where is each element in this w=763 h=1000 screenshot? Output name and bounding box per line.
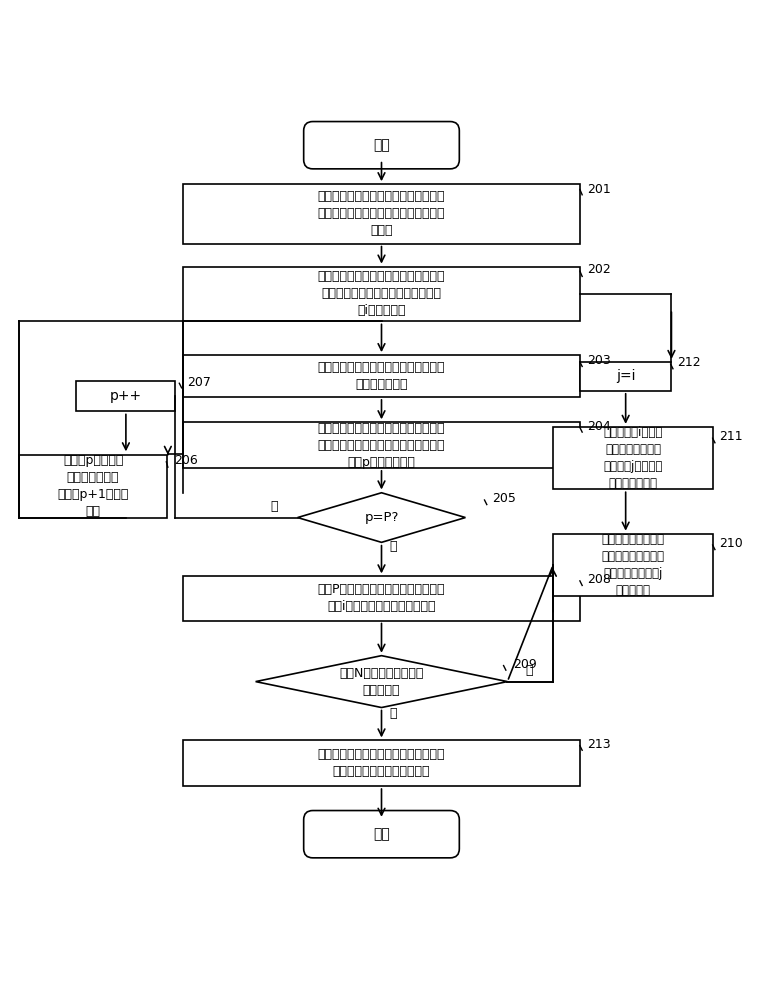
Text: 结束: 结束 xyxy=(373,827,390,841)
Text: 212: 212 xyxy=(677,356,700,369)
Bar xyxy=(183,267,580,321)
Text: 从所述训练样本集中选取已标定面部特
征点且未进行训练的训练样本，作为
第i个训练样本: 从所述训练样本集中选取已标定面部特 征点且未进行训练的训练样本，作为 第i个训练… xyxy=(317,270,446,317)
Text: 将所获得的最后一个训练样本对应的回
归模型作为所述人脸对齐模型: 将所获得的最后一个训练样本对应的回 归模型作为所述人脸对齐模型 xyxy=(317,748,446,778)
Text: 208: 208 xyxy=(588,573,611,586)
Text: p=P?: p=P? xyxy=(364,511,399,524)
Text: 利用所述特征映射函数，采用对应的线
性回归的方法训练回归模型的参数，得
到第p轮的回归模型: 利用所述特征映射函数，采用对应的线 性回归的方法训练回归模型的参数，得 到第p轮… xyxy=(317,422,446,469)
Text: 206: 206 xyxy=(174,454,198,467)
Text: 207: 207 xyxy=(187,376,211,389)
Bar xyxy=(580,362,671,391)
Bar xyxy=(76,381,175,411)
FancyBboxPatch shape xyxy=(304,122,459,169)
Bar xyxy=(18,455,168,518)
Text: 根据第p轮训练得
到的回归模型，
调整第p+1轮训练
过程: 根据第p轮训练得 到的回归模型， 调整第p+1轮训练 过程 xyxy=(57,454,129,518)
Text: 213: 213 xyxy=(588,738,611,751)
Text: 否: 否 xyxy=(525,664,533,677)
Polygon shape xyxy=(256,656,507,708)
Text: 205: 205 xyxy=(492,492,516,505)
Text: j=i: j=i xyxy=(616,369,636,383)
Bar xyxy=(183,355,580,397)
Bar xyxy=(183,422,580,468)
Text: 201: 201 xyxy=(588,183,611,196)
Text: 211: 211 xyxy=(720,430,743,443)
Text: 获得N个训练样本对应的
回归模型？: 获得N个训练样本对应的 回归模型？ xyxy=(340,667,423,697)
Bar xyxy=(183,184,580,244)
Bar xyxy=(183,576,580,621)
Bar xyxy=(553,534,713,596)
Text: 获取与所述已标定面部特征点一一对应
的特征映射函数: 获取与所述已标定面部特征点一一对应 的特征映射函数 xyxy=(317,361,446,391)
Text: 210: 210 xyxy=(720,537,743,550)
Text: 是: 是 xyxy=(389,540,397,553)
Text: 将第P轮训练得到的回归模型作为与所
述第i个训练样本对应的回归模型: 将第P轮训练得到的回归模型作为与所 述第i个训练样本对应的回归模型 xyxy=(317,583,446,613)
Text: 204: 204 xyxy=(588,420,611,433)
Bar xyxy=(183,740,580,786)
Text: 根据所述第i个训练
样本对应的回归模
型标定第j个训练样
本的面部特征点: 根据所述第i个训练 样本对应的回归模 型标定第j个训练样 本的面部特征点 xyxy=(604,426,663,490)
Text: p++: p++ xyxy=(110,389,142,403)
Text: 202: 202 xyxy=(588,263,611,276)
Text: 开始: 开始 xyxy=(373,138,390,152)
Text: 否: 否 xyxy=(271,500,278,513)
Bar xyxy=(553,427,713,489)
Text: 是: 是 xyxy=(389,707,397,720)
Text: 采集人脸图像作为训练样本集，其中，
每一人脸图像为所述训练样本集的一训
练样本: 采集人脸图像作为训练样本集，其中， 每一人脸图像为所述训练样本集的一训 练样本 xyxy=(317,190,446,237)
Polygon shape xyxy=(298,493,465,542)
Text: 203: 203 xyxy=(588,354,611,367)
FancyBboxPatch shape xyxy=(304,811,459,858)
Text: 从所述训练样本集中
选取一未进行训练的
训练样本，作为第j
个训练样本: 从所述训练样本集中 选取一未进行训练的 训练样本，作为第j 个训练样本 xyxy=(602,533,665,597)
Text: 209: 209 xyxy=(513,658,536,671)
